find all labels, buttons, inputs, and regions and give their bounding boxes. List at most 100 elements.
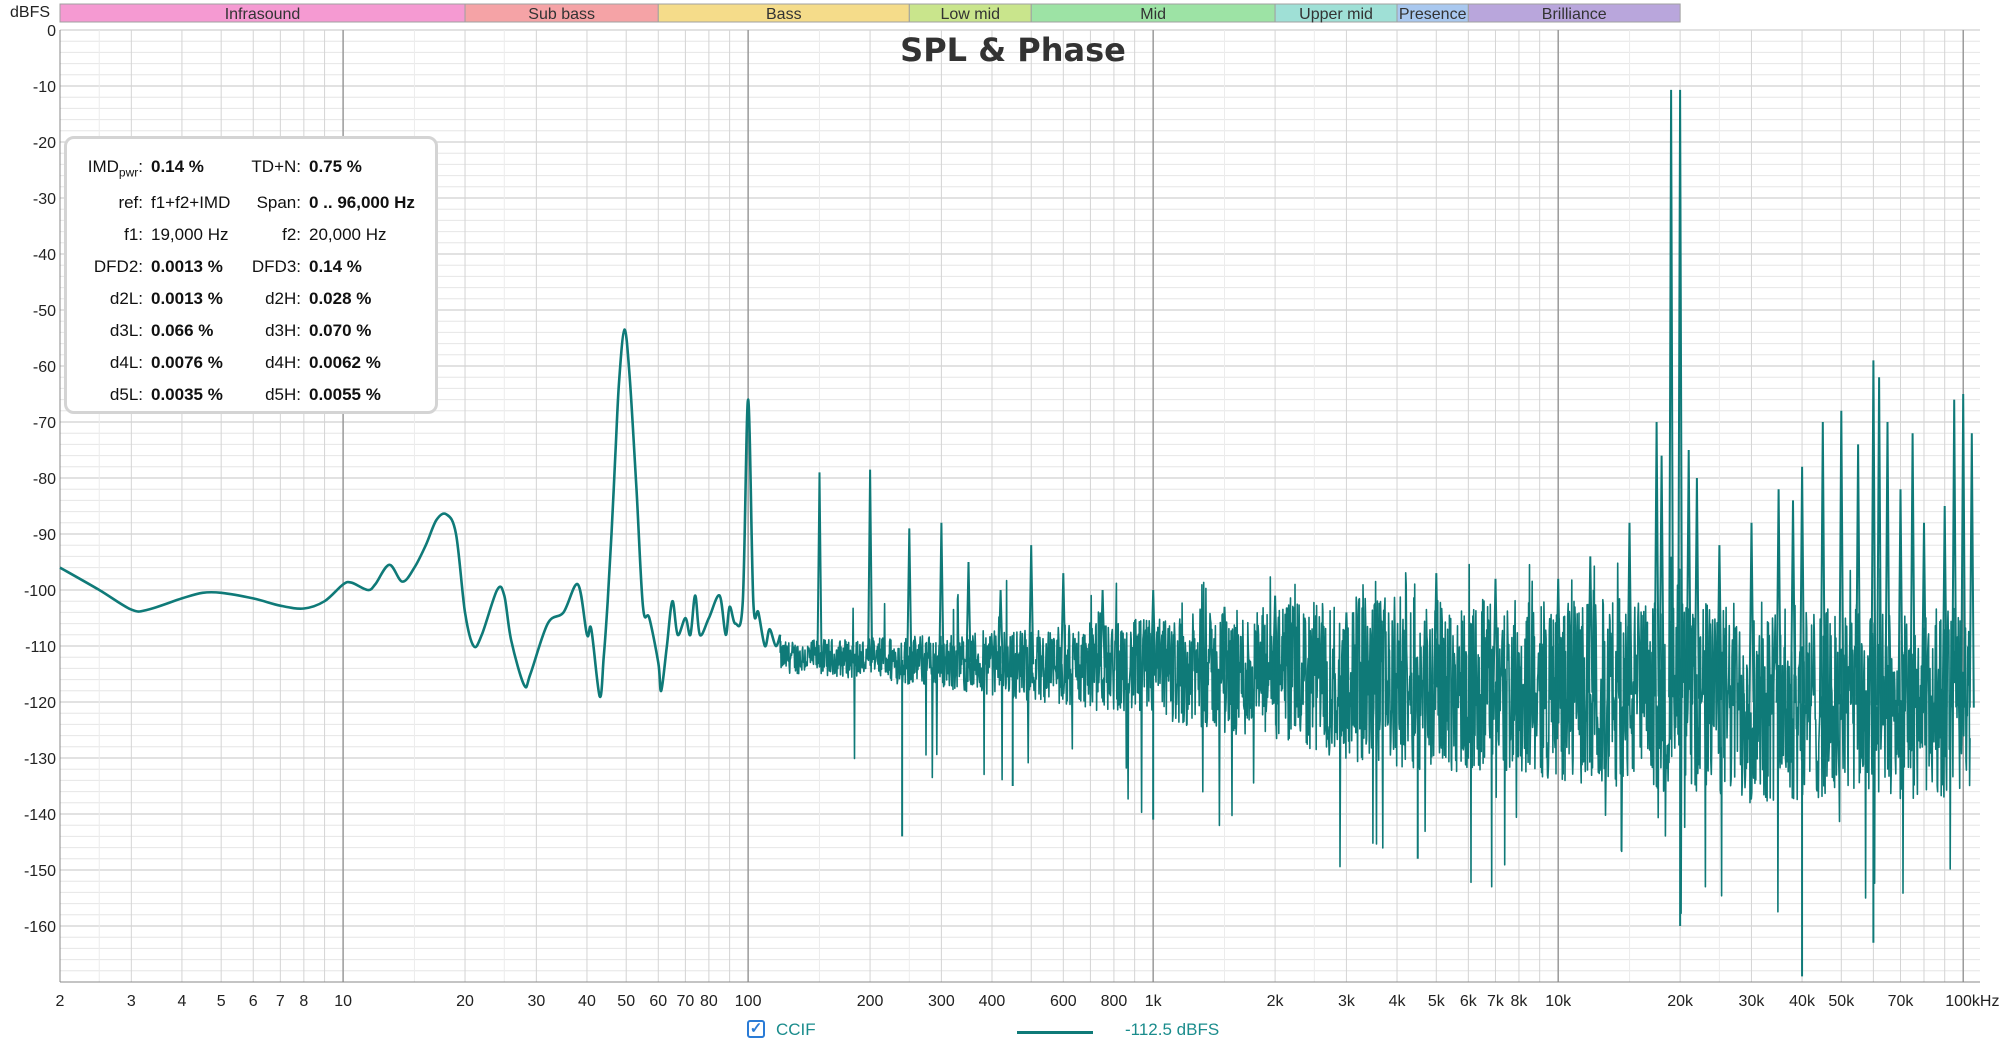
stat-label-text: Span: — [256, 193, 301, 212]
x-tick-label: 30 — [527, 993, 545, 1010]
x-tick-label: 800 — [1101, 993, 1128, 1010]
spectrum-peak-10 — [1221, 606, 1228, 673]
stat-value: 0.0013 % — [151, 289, 223, 308]
stat-d5h: d5H: 0.0055 % — [239, 385, 381, 405]
stat-d5l: d5L: 0.0035 % — [73, 385, 223, 405]
x-tick-label: 5 — [217, 993, 226, 1010]
spectrum-peak-20 — [1668, 89, 1675, 698]
spectrum-peak-25 — [1748, 522, 1755, 703]
x-tick-label: 3k — [1338, 993, 1356, 1010]
spectrum-peak-19 — [1658, 455, 1665, 697]
stat-ref: ref: f1+f2+IMD — [73, 193, 230, 213]
spectrum-peak-27 — [1790, 500, 1796, 704]
stat-label-text: d4H: — [265, 353, 301, 372]
spectrum-peak-5 — [997, 589, 1004, 664]
spectrum-peak-12 — [1343, 612, 1350, 680]
stat-d4h: d4H: 0.0062 % — [239, 353, 381, 373]
spectrum-peak-16 — [1587, 556, 1594, 693]
spectrum-peak-3 — [938, 522, 945, 662]
stat-d3h: d3H: 0.070 % — [239, 321, 371, 341]
spectrum-peak-8 — [1099, 589, 1106, 667]
band-label-6: Presence — [1399, 6, 1467, 23]
spectrum-peak-4 — [965, 561, 972, 663]
spectrum-peak-2 — [906, 528, 913, 661]
y-tick-label: -160 — [24, 919, 56, 936]
stat-value: 0.0076 % — [151, 353, 223, 372]
stat-imd: IMDpwr: 0.14 % — [73, 157, 204, 179]
y-tick-label: -70 — [33, 415, 56, 432]
stat-d4l: d4L: 0.0076 % — [73, 353, 223, 373]
spectrum-trace — [59, 89, 1975, 977]
x-tick-label: 40 — [578, 993, 596, 1010]
chart-title: SPL & Phase — [900, 31, 1126, 69]
x-tick-label: 20 — [456, 993, 474, 1010]
stat-label-text: DFD3: — [251, 257, 301, 276]
spectrum-peak-22 — [1685, 449, 1692, 699]
x-tick-label: 70k — [1888, 993, 1915, 1010]
stat-label-text: d3L: — [109, 321, 143, 340]
y-tick-label: -140 — [24, 807, 56, 824]
spectrum-peak-23 — [1693, 477, 1700, 699]
band-label-0: Infrasound — [225, 6, 301, 23]
y-tick-label: -30 — [33, 191, 56, 208]
stat-label: d4H: — [239, 353, 301, 373]
stat-label-text: f2: — [282, 225, 301, 244]
stat-label: ref: — [73, 193, 143, 213]
x-tick-label: 8 — [299, 993, 308, 1010]
stat-value: f1+f2+IMD — [151, 193, 231, 212]
stat-label-text: d4L: — [109, 353, 143, 372]
stat-f2: f2: 20,000 Hz — [239, 225, 386, 245]
stat-label-text: ref: — [118, 193, 143, 212]
stat-label: d3L: — [73, 321, 143, 341]
spectrum-peak-37 — [1921, 522, 1927, 707]
stat-value: 0.75 % — [309, 157, 362, 176]
x-tick-label: 70 — [676, 993, 694, 1010]
y-tick-labels: 0 -10 -20 -30 -40 -50 -60 -70 -80 -90 -100 -110 -120… — [24, 23, 56, 936]
y-tick-label: 0 — [47, 23, 56, 40]
x-tick-label: 40k — [1789, 993, 1816, 1010]
stat-value: 0.0035 % — [151, 385, 223, 404]
legend-series-name[interactable]: CCIF — [776, 1020, 816, 1039]
band-label-1: Sub bass — [528, 6, 595, 23]
stat-label-subscript: pwr — [118, 165, 139, 180]
stat-label: d4L: — [73, 353, 143, 373]
y-tick-label: -50 — [33, 303, 56, 320]
x-tick-label: 6k — [1460, 993, 1478, 1010]
stat-value: 19,000 Hz — [151, 225, 229, 244]
spectrum-peak-1 — [867, 469, 874, 659]
y-tick-label: -120 — [24, 695, 56, 712]
x-tick-label: 10k — [1545, 993, 1572, 1010]
spectrum-peak-0 — [816, 472, 823, 658]
x-tick-label: 1k — [1145, 993, 1163, 1010]
band-7 — [1467, 3, 1681, 23]
series-visibility-checkbox[interactable]: ✓ — [747, 1020, 765, 1038]
spectrum-peak-31 — [1855, 444, 1862, 705]
stat-label: TD+N: — [239, 157, 301, 177]
x-tick-label: 50k — [1828, 993, 1855, 1010]
x-tick-label: 300 — [928, 993, 955, 1010]
stat-label-text: IMD — [87, 157, 119, 176]
stat-value: 0 .. 96,000 Hz — [309, 193, 415, 212]
x-tick-label: 100kHz — [1945, 993, 1999, 1010]
spectrum-peak-14 — [1492, 578, 1499, 688]
stat-label: d5L: — [73, 385, 143, 405]
stat-value: 0.0055 % — [309, 385, 381, 404]
x-tick-label: 3 — [127, 993, 136, 1010]
x-tick-label: 80 — [700, 993, 718, 1010]
stat-label: d2H: — [239, 289, 301, 309]
spectrum-peak-7 — [1060, 573, 1067, 666]
stat-d3l: d3L: 0.066 % — [73, 321, 213, 341]
band-label-7: Brilliance — [1542, 6, 1607, 23]
y-tick-label: -40 — [33, 247, 56, 264]
stat-tdn: TD+N: 0.75 % — [239, 157, 362, 177]
x-tick-label: 2k — [1267, 993, 1285, 1010]
spectrum-peak-39 — [1951, 399, 1958, 708]
y-tick-label: -130 — [24, 751, 56, 768]
frequency-bands: Infrasound Sub bass Bass Low mid Mid Upper mi… — [59, 3, 1681, 23]
legend-cursor-value: -112.5 dBFS — [1125, 1020, 1220, 1039]
spectrum-peak-36 — [1909, 433, 1916, 707]
x-tick-label: 5k — [1428, 993, 1446, 1010]
spectrum-peak-34 — [1884, 421, 1891, 706]
band-label-4: Mid — [1140, 6, 1166, 23]
